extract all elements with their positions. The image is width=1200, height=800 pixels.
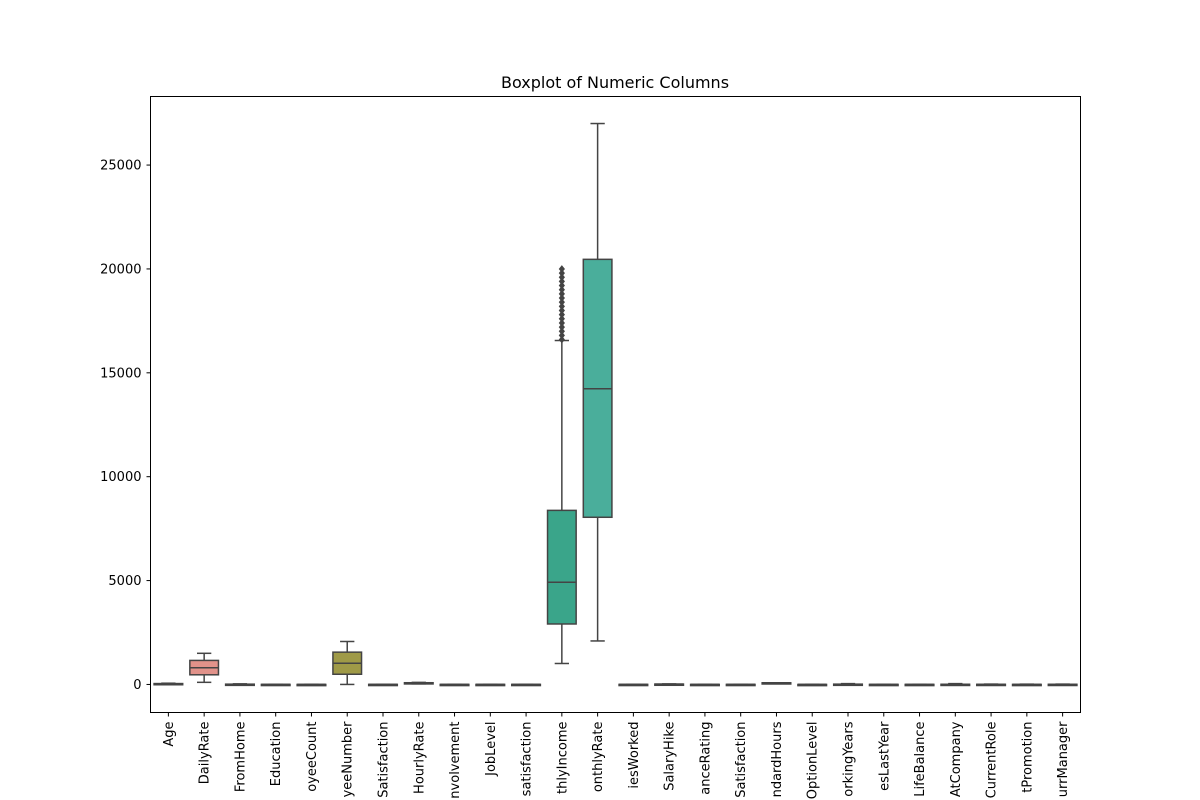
outlier-point [558,314,565,323]
x-tick-label: DailyRate [198,721,213,784]
y-tick-label: 10000 [100,470,141,485]
x-tick-label: iesWorked [627,722,642,789]
x-axis: Age DailyRate FromHome Education oyeeCount ye… [162,712,1071,800]
box-24 [976,683,1007,687]
outlier-point [558,306,565,315]
x-tick-label: Education [269,722,284,787]
x-tick-label: Satisfaction [377,722,392,798]
box-20 [832,682,864,687]
box-25 [1011,683,1042,687]
outlier-point [558,265,565,273]
box-14 [618,683,649,687]
x-tick-label: nvolvement [448,722,463,799]
y-tick-label: 20000 [100,262,141,277]
box-body [546,509,577,625]
box-4 [260,683,291,687]
x-tick-label: Age [162,722,177,747]
outlier-point [558,323,565,331]
box-19 [797,683,828,687]
x-tick-label: AtCompany [949,721,964,797]
box-26 [1047,683,1078,687]
x-tick-label: HourlyRate [412,722,427,794]
box-8 [403,681,434,685]
outlier-point [558,281,565,290]
outlier-point [558,319,565,327]
box-16 [689,683,720,687]
x-tick-label: thlyIncome [555,722,570,794]
box-2 [189,652,220,684]
y-tick-label: 5000 [108,574,141,589]
x-tick-label: ndardHours [770,721,785,797]
outlier-point [558,273,565,282]
box-11 [511,683,542,687]
x-tick-label: esLastYear [877,721,892,791]
box-9 [439,683,470,687]
x-tick-label: onthlyRate [591,722,606,793]
x-tick-label: JobLevel [484,722,499,777]
box-13 [582,122,613,642]
outlier-point [558,285,565,294]
x-tick-label: tPromotion [1020,722,1035,793]
y-tick-label: 0 [133,678,141,693]
x-tick-label: FromHome [233,722,248,793]
x-tick-label: LifeBalance [913,722,928,797]
x-tick-label: satisfaction [520,722,535,797]
x-tick-label: yeeNumber [341,721,356,798]
y-tick-label: 15000 [100,366,141,381]
box-21 [868,683,899,687]
outlier-point [558,310,565,319]
outlier-point [558,290,565,298]
outlier-point [558,335,565,344]
box-5 [296,683,327,687]
box-12 [546,265,577,665]
box-17 [725,683,756,687]
box-15 [654,683,685,687]
outlier-point [558,302,565,311]
box-3 [224,683,255,687]
outlier-point [558,277,565,286]
x-tick-label: Satisfaction [734,722,749,798]
plot-frame [150,96,1081,713]
outlier-point [558,269,565,277]
box-23 [940,682,971,687]
outlier-point [558,298,565,307]
boxes-layer [153,122,1078,687]
chart-title: Boxplot of Numeric Columns [501,73,729,92]
y-tick-label: 25000 [100,159,141,174]
x-tick-label: SalaryHike [663,722,678,791]
y-axis: 0 5000 10000 15000 20000 25000 [100,159,151,693]
x-tick-label: CurrentRole [985,722,1000,799]
outlier-point [558,327,565,336]
box-1 [153,682,184,686]
box-10 [475,683,506,687]
box-22 [904,683,935,687]
x-tick-label: orkingYears [842,721,857,796]
x-tick-label: urrManager [1056,721,1071,797]
box-18 [761,682,792,685]
x-tick-label: anceRating [698,722,713,795]
outlier-point [558,331,565,340]
box-6 [332,640,363,686]
x-tick-label: oyeeCount [305,722,320,792]
outlier-point [558,294,565,302]
x-tick-label: OptionLevel [806,722,821,800]
box-7 [367,683,399,687]
